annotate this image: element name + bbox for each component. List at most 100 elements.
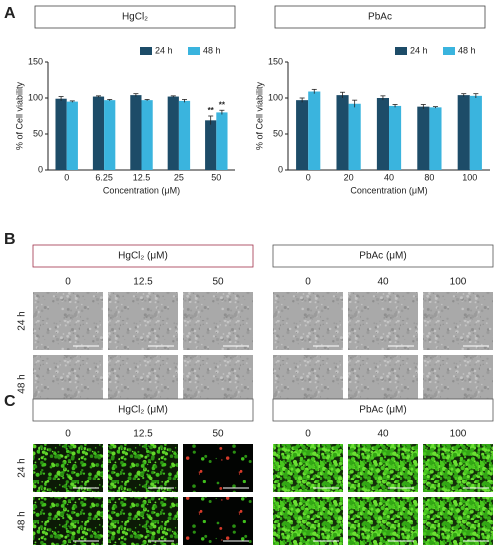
column-label: 40 bbox=[377, 429, 389, 440]
micrograph bbox=[348, 444, 418, 492]
micrograph bbox=[273, 497, 343, 545]
group-header-box bbox=[272, 398, 494, 422]
significance: ** bbox=[219, 100, 226, 109]
column-label: 100 bbox=[450, 277, 467, 288]
column-label: 0 bbox=[65, 429, 71, 440]
micrograph bbox=[183, 497, 253, 545]
row-label: 24 h bbox=[17, 458, 28, 477]
bar bbox=[55, 98, 67, 170]
x-axis-label: Concentration (μM) bbox=[103, 185, 180, 195]
legend-swatch bbox=[443, 47, 455, 55]
bar bbox=[376, 98, 389, 170]
micrograph bbox=[423, 497, 493, 545]
x-tick-label: 25 bbox=[174, 172, 184, 182]
x-tick-label: 80 bbox=[424, 172, 434, 182]
row-label: 48 h bbox=[17, 374, 28, 393]
panel-label: C bbox=[4, 393, 16, 410]
y-axis-label: % of Cell viability bbox=[14, 81, 24, 150]
row-label: 24 h bbox=[17, 311, 28, 330]
y-tick-label: 100 bbox=[28, 92, 43, 102]
y-tick-label: 100 bbox=[268, 92, 283, 102]
y-tick-label: 0 bbox=[38, 164, 43, 174]
x-tick-label: 0 bbox=[306, 172, 311, 182]
x-tick-label: 6.25 bbox=[95, 172, 113, 182]
bar bbox=[469, 95, 482, 170]
column-label: 0 bbox=[305, 429, 311, 440]
micrograph bbox=[33, 497, 103, 545]
group-header: HgCl₂ (μM) bbox=[118, 251, 168, 262]
x-tick-label: 100 bbox=[462, 172, 477, 182]
column-label: 0 bbox=[65, 277, 71, 288]
group-header-box bbox=[272, 244, 494, 268]
bar bbox=[130, 95, 142, 170]
x-tick-label: 12.5 bbox=[133, 172, 151, 182]
micrograph bbox=[273, 292, 343, 350]
chart-title: PbAc bbox=[368, 12, 392, 23]
bar bbox=[336, 95, 349, 170]
group-header: HgCl₂ (μM) bbox=[118, 405, 168, 416]
group-header-box bbox=[32, 398, 254, 422]
bar bbox=[178, 100, 191, 170]
micrograph bbox=[273, 444, 343, 492]
micrograph bbox=[183, 444, 253, 492]
legend-label: 48 h bbox=[203, 45, 221, 55]
bar bbox=[92, 96, 105, 170]
y-tick-label: 0 bbox=[278, 164, 283, 174]
micrograph bbox=[108, 292, 178, 350]
y-tick-label: 50 bbox=[33, 128, 43, 138]
group-header: PbAc (μM) bbox=[359, 405, 406, 416]
bar bbox=[296, 100, 309, 170]
bar bbox=[66, 101, 78, 170]
x-tick-label: 20 bbox=[344, 172, 354, 182]
micrograph bbox=[108, 497, 178, 545]
bar bbox=[429, 107, 442, 170]
y-tick-label: 150 bbox=[268, 56, 283, 66]
x-tick-label: 0 bbox=[64, 172, 69, 182]
legend-swatch bbox=[140, 47, 152, 55]
micrograph bbox=[348, 292, 418, 350]
bar bbox=[167, 96, 179, 170]
micrograph bbox=[183, 292, 253, 350]
group-header: PbAc (μM) bbox=[359, 251, 406, 262]
bar bbox=[216, 112, 228, 170]
title-box bbox=[274, 5, 486, 29]
y-tick-label: 50 bbox=[273, 128, 283, 138]
column-label: 100 bbox=[450, 429, 467, 440]
group-header-box bbox=[32, 244, 254, 268]
y-tick-label: 150 bbox=[28, 56, 43, 66]
column-label: 40 bbox=[377, 277, 389, 288]
column-label: 50 bbox=[212, 277, 224, 288]
bar bbox=[141, 100, 153, 170]
panel-label: B bbox=[4, 231, 16, 248]
column-label: 0 bbox=[305, 277, 311, 288]
column-label: 50 bbox=[212, 429, 224, 440]
bar bbox=[417, 106, 430, 170]
row-label: 48 h bbox=[17, 511, 28, 530]
title-box bbox=[34, 5, 236, 29]
bar bbox=[348, 103, 361, 170]
column-label: 12.5 bbox=[133, 277, 153, 288]
bar bbox=[205, 120, 217, 170]
legend-swatch bbox=[395, 47, 407, 55]
micrograph bbox=[33, 292, 103, 350]
legend-swatch bbox=[188, 47, 200, 55]
column-label: 12.5 bbox=[133, 429, 153, 440]
legend-label: 48 h bbox=[458, 45, 476, 55]
y-axis-label: % of Cell viability bbox=[254, 81, 264, 150]
panel-label: A bbox=[4, 5, 16, 22]
bar bbox=[389, 105, 402, 170]
legend-label: 24 h bbox=[410, 45, 428, 55]
bar bbox=[308, 91, 321, 170]
micrograph bbox=[423, 292, 493, 350]
micrograph bbox=[348, 497, 418, 545]
significance: ** bbox=[208, 106, 215, 115]
x-axis-label: Concentration (μM) bbox=[350, 185, 427, 195]
micrograph bbox=[33, 444, 103, 492]
bar bbox=[104, 100, 116, 170]
micrograph bbox=[108, 444, 178, 492]
chart-title: HgCl₂ bbox=[122, 12, 148, 23]
bar bbox=[457, 95, 470, 170]
micrograph bbox=[423, 444, 493, 492]
x-tick-label: 50 bbox=[211, 172, 221, 182]
